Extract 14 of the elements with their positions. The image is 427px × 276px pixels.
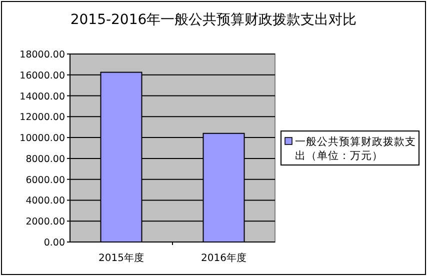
legend-label: 一般公共预算财政拨款支出（单位：万元） [295,135,416,162]
y-tick-label: 16000.00 [20,70,65,82]
y-tick-label: 18000.00 [20,50,65,60]
y-tick-label: 0.00 [44,238,65,248]
y-tick-label: 6000.00 [26,174,65,186]
x-tick-label: 2015年度 [98,252,144,264]
y-tick-label: 14000.00 [20,91,65,102]
y-tick-label: 10000.00 [20,133,65,144]
chart-title: 2015-2016年一般公共预算财政拨款支出对比 [70,12,357,28]
x-tick-label: 2016年度 [201,252,246,264]
y-tick-label: 12000.00 [20,112,65,124]
y-tick-label: 4000.00 [26,196,65,207]
y-tick-label: 2000.00 [26,216,65,228]
y-tick-label: 8000.00 [26,154,65,165]
